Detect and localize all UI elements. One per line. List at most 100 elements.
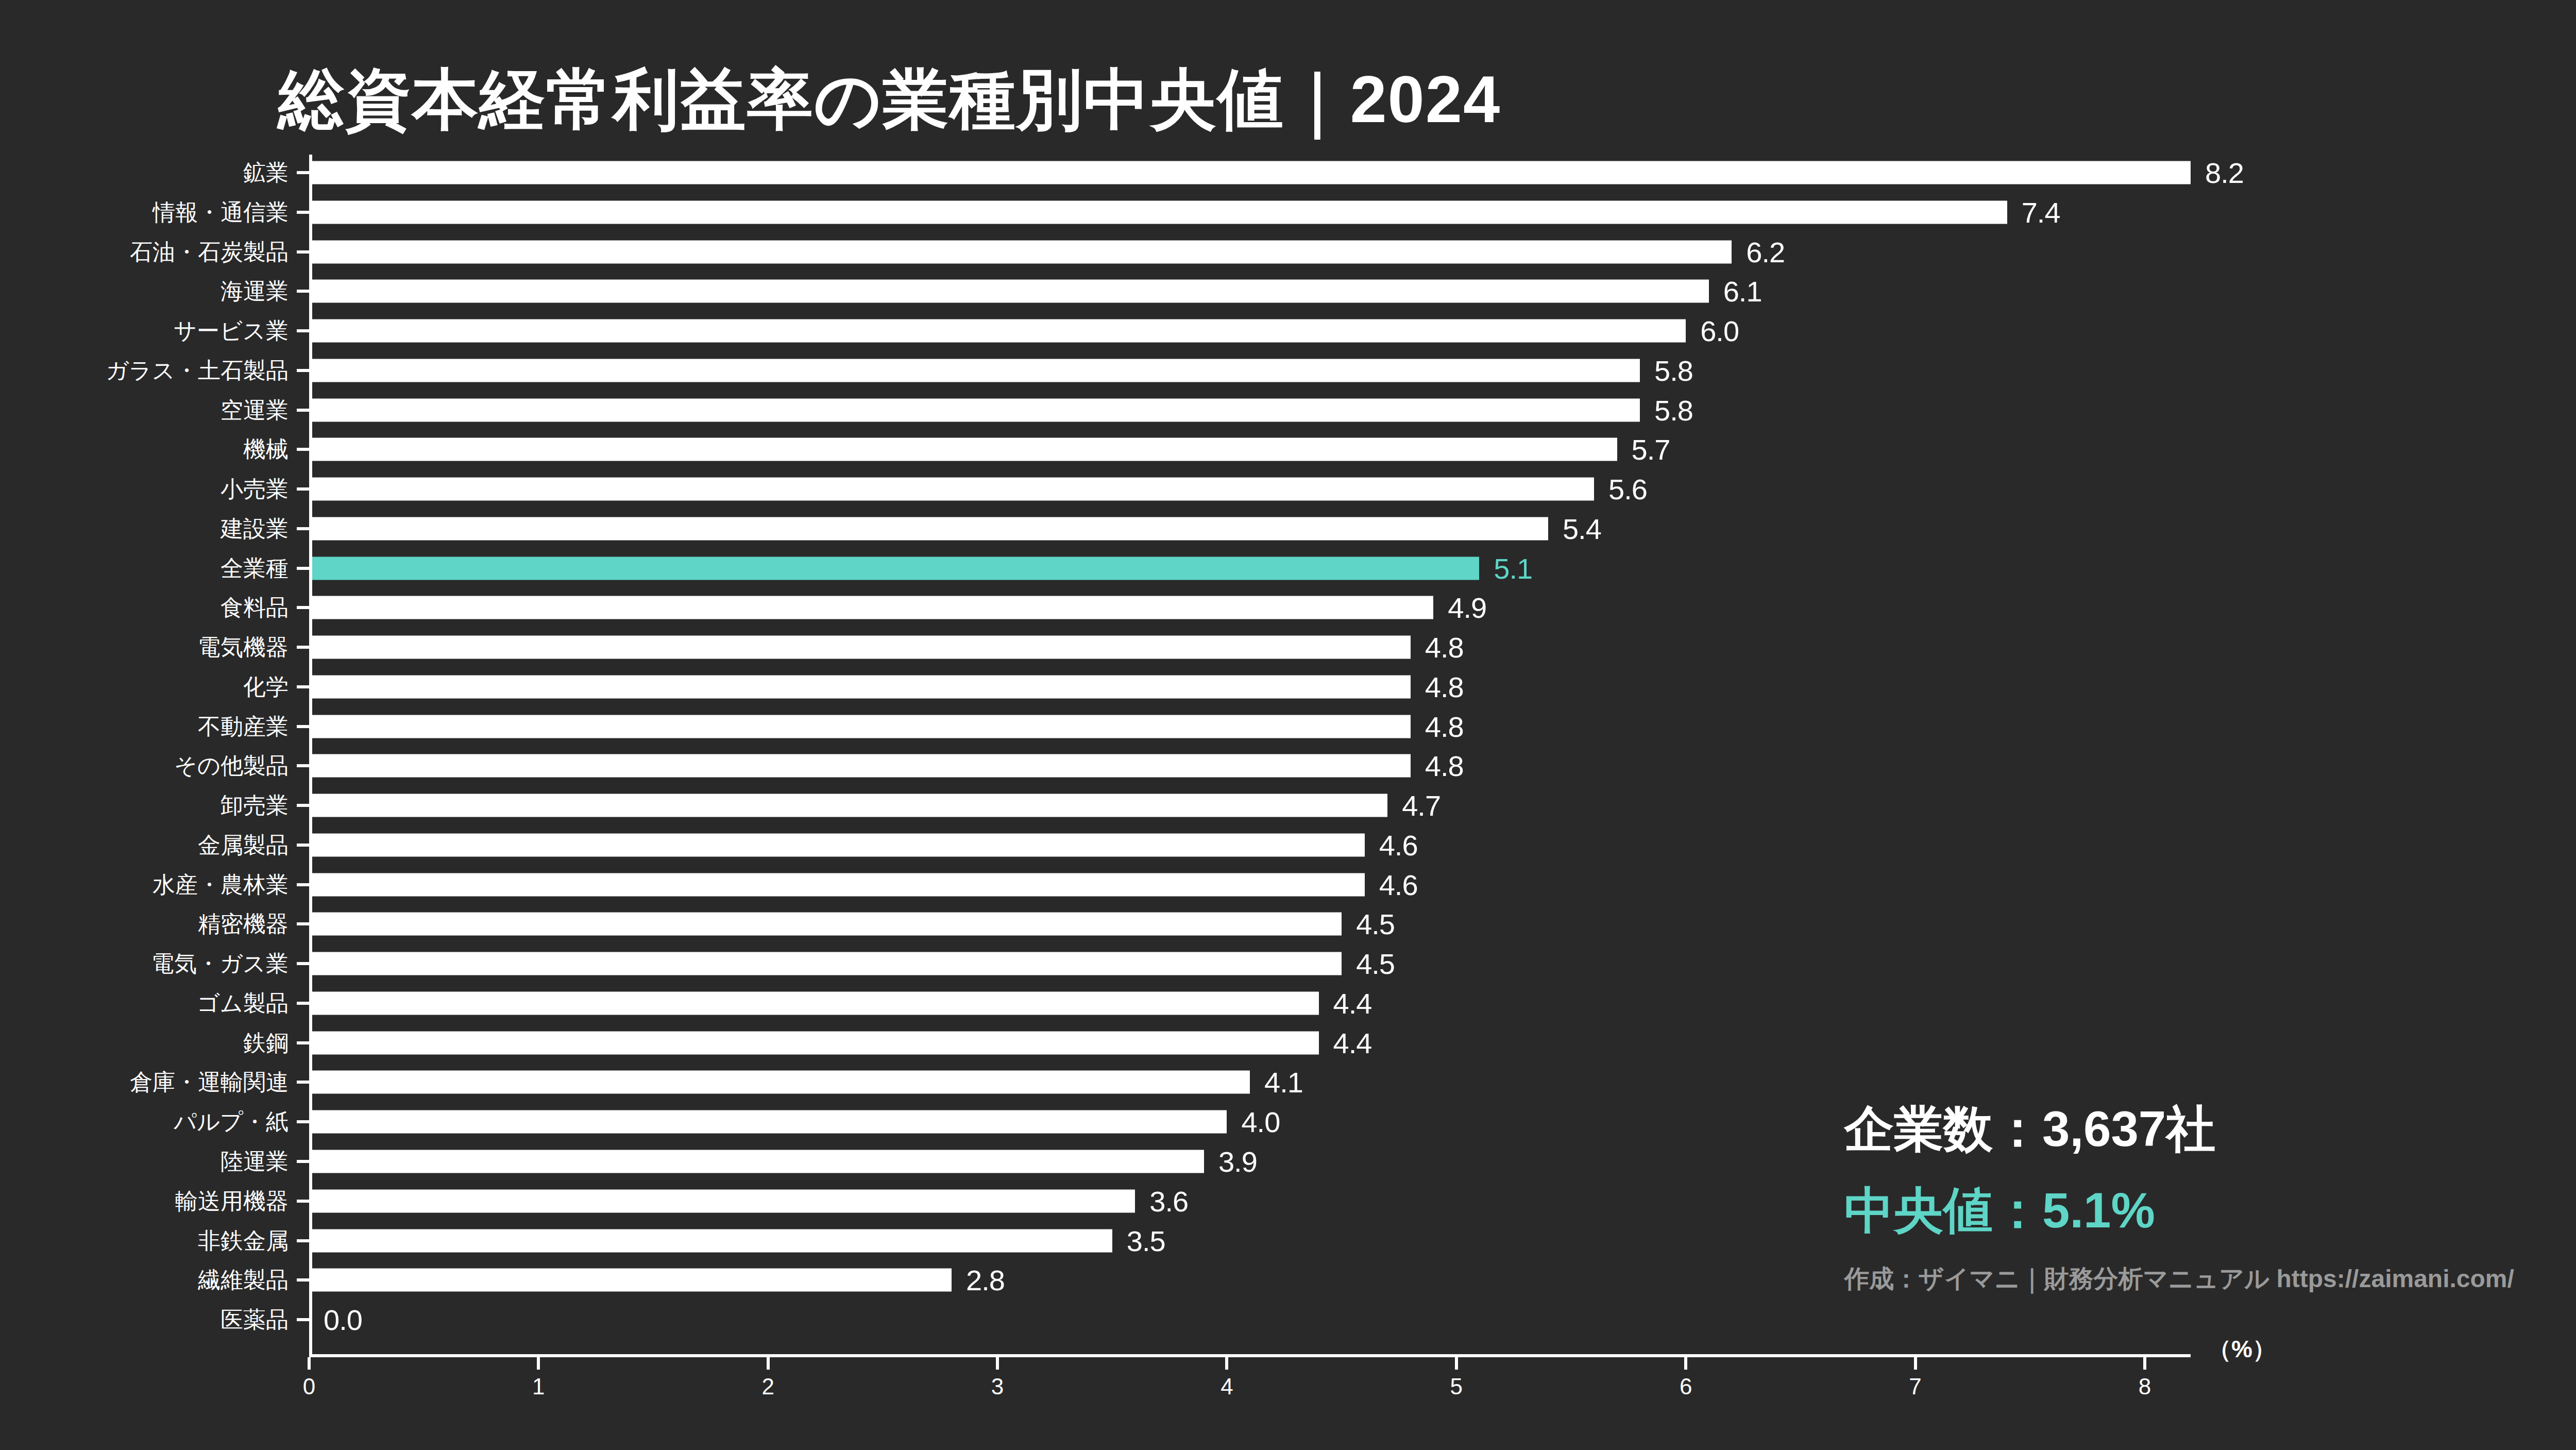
y-tick <box>297 685 309 688</box>
category-label: 食料品 <box>0 593 289 623</box>
bar <box>312 794 1387 817</box>
category-label: 石油・石炭製品 <box>0 237 289 267</box>
value-label: 6.2 <box>1746 235 1785 268</box>
x-tick-label: 1 <box>532 1374 545 1400</box>
bar <box>312 1189 1135 1212</box>
bar <box>312 636 1411 659</box>
y-tick <box>297 290 309 293</box>
value-label: 3.9 <box>1218 1145 1257 1178</box>
value-label: 4.8 <box>1425 670 1464 703</box>
value-label: 6.0 <box>1700 314 1739 348</box>
category-label: 海運業 <box>0 276 289 307</box>
y-tick <box>297 844 309 847</box>
value-label: 8.2 <box>2205 156 2244 190</box>
category-label: 水産・農林業 <box>0 869 289 900</box>
category-label: 電気・ガス業 <box>0 949 289 979</box>
value-label: 4.6 <box>1379 828 1418 862</box>
y-tick <box>297 922 309 925</box>
y-tick <box>297 448 309 451</box>
bar <box>312 438 1617 461</box>
category-label: ガラス・土石製品 <box>0 355 289 385</box>
bar <box>312 754 1411 778</box>
x-tick-label: 0 <box>303 1374 315 1400</box>
x-tick <box>1914 1357 1917 1370</box>
value-label: 4.6 <box>1379 868 1418 901</box>
value-label: 0.0 <box>324 1303 362 1337</box>
x-tick-label: 3 <box>991 1374 1004 1400</box>
category-label: サービス業 <box>0 316 289 346</box>
category-label: 情報・通信業 <box>0 197 289 227</box>
attribution-text: 作成：ザイマニ｜財務分析マニュアル https://zaimani.com/ <box>1844 1262 2514 1295</box>
category-label: 倉庫・運輸関連 <box>0 1067 289 1098</box>
x-tick <box>308 1357 311 1370</box>
value-label: 6.1 <box>1723 275 1762 308</box>
bar <box>312 280 1709 303</box>
bar <box>312 873 1365 896</box>
y-tick <box>297 487 309 491</box>
bar <box>312 359 1640 382</box>
y-tick <box>297 527 309 530</box>
value-label: 4.4 <box>1333 1026 1372 1059</box>
x-tick <box>537 1357 540 1370</box>
y-tick <box>297 764 309 767</box>
category-label: 非鉄金属 <box>0 1225 289 1256</box>
bar <box>312 715 1411 738</box>
bar <box>312 675 1411 698</box>
category-label: その他製品 <box>0 751 289 781</box>
y-tick <box>297 1239 309 1242</box>
x-tick-label: 8 <box>2139 1374 2151 1400</box>
value-label: 5.6 <box>1608 473 1647 506</box>
bar <box>312 161 2191 184</box>
y-tick <box>297 1120 309 1123</box>
y-tick <box>297 250 309 254</box>
y-tick <box>297 646 309 649</box>
value-label: 4.4 <box>1333 986 1372 1020</box>
y-tick <box>297 171 309 174</box>
category-label: 卸売業 <box>0 790 289 821</box>
value-label: 5.8 <box>1654 353 1693 387</box>
category-label: 建設業 <box>0 513 289 544</box>
category-label: 金属製品 <box>0 830 289 860</box>
bar <box>312 1071 1250 1094</box>
x-axis-line <box>309 1354 2191 1357</box>
category-label: 鉄鋼 <box>0 1027 289 1058</box>
value-label: 2.8 <box>966 1263 1005 1297</box>
bar <box>312 991 1319 1015</box>
value-label: 4.9 <box>1448 591 1486 625</box>
category-label: 輸送用機器 <box>0 1186 289 1216</box>
value-label: 4.8 <box>1425 710 1464 743</box>
value-label: 5.8 <box>1654 393 1693 427</box>
value-label: 5.4 <box>1563 512 1601 545</box>
x-tick <box>1225 1357 1228 1370</box>
bar <box>312 398 1640 421</box>
y-tick <box>297 804 309 807</box>
category-label: 全業種 <box>0 553 289 583</box>
category-label: 陸運業 <box>0 1146 289 1177</box>
bar <box>312 1031 1319 1054</box>
y-tick <box>297 409 309 412</box>
value-label: 4.1 <box>1264 1066 1303 1099</box>
y-tick <box>297 369 309 372</box>
bar <box>312 517 1548 540</box>
value-label: 3.5 <box>1127 1224 1165 1257</box>
x-axis-unit-label: （%） <box>2208 1334 2276 1365</box>
category-label: ゴム製品 <box>0 988 289 1018</box>
bar <box>312 200 2007 224</box>
category-label: 化学 <box>0 671 289 702</box>
y-tick <box>297 567 309 570</box>
x-tick-label: 6 <box>1680 1374 1692 1400</box>
x-tick <box>1455 1357 1458 1370</box>
x-tick <box>2143 1357 2146 1370</box>
value-label: 4.5 <box>1356 907 1395 941</box>
category-label: 不動産業 <box>0 711 289 741</box>
value-label: 4.7 <box>1402 789 1440 822</box>
y-tick <box>297 883 309 886</box>
y-tick <box>297 606 309 609</box>
y-tick <box>297 1081 309 1084</box>
x-tick-label: 7 <box>1909 1374 1921 1400</box>
category-label: 医薬品 <box>0 1305 289 1335</box>
y-tick <box>297 329 309 332</box>
bar <box>312 833 1365 856</box>
bar <box>312 478 1594 501</box>
category-label: 機械 <box>0 434 289 465</box>
